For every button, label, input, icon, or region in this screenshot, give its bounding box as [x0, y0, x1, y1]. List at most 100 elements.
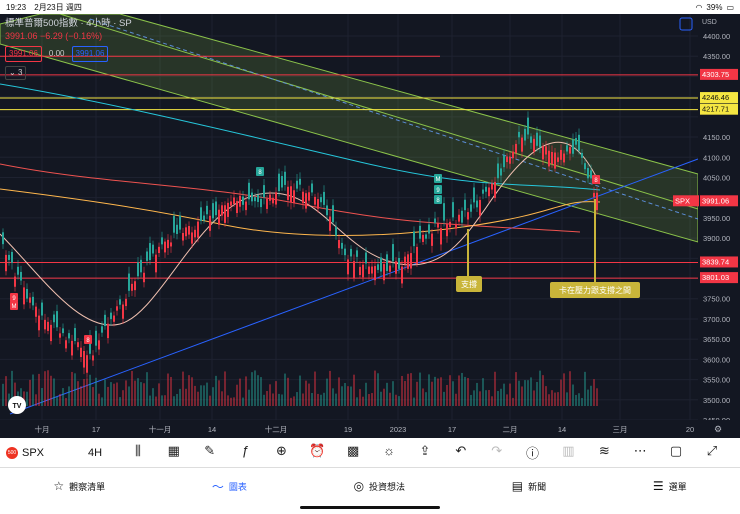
volume-bar [83, 379, 85, 406]
candle-body [131, 283, 133, 291]
volume-bar [5, 376, 7, 406]
candle-body [395, 261, 397, 274]
chart-legend: 標準普爾500指數 · 4小時 · SP 3991.06 −6.29 (−0.1… [5, 18, 132, 80]
nav-item-2[interactable]: ◎ 投資想法 [354, 479, 406, 493]
volume-bar [335, 393, 337, 406]
nav-item-4[interactable]: ☰ 選單 [653, 479, 687, 493]
volume-bar [488, 390, 490, 406]
volume-bar [2, 383, 4, 406]
sell-price-button[interactable]: 3991.06 [5, 46, 42, 62]
callout-range-text: 卡在壓力跟支撐之間 [559, 285, 631, 295]
volume-bar [185, 388, 187, 406]
candle-body [377, 264, 379, 270]
candle-body [350, 248, 352, 257]
volume-bar [437, 378, 439, 406]
nav-item-3[interactable]: ▤ 新聞 [512, 479, 546, 493]
nav-item-0[interactable]: ☆ 觀察清單 [53, 479, 105, 493]
volume-bar [365, 382, 367, 406]
candle-body [410, 253, 412, 269]
volume-bar [107, 386, 109, 406]
candles-icon[interactable]: ⫼ [134, 443, 141, 458]
candle-body [218, 209, 220, 225]
calendar-icon[interactable]: ▦ [167, 443, 180, 458]
candle-body [89, 336, 91, 354]
candle-body [353, 261, 355, 279]
candle-body [140, 259, 142, 273]
grid-icon[interactable]: ▩ [347, 443, 360, 458]
volume-bar [119, 397, 121, 406]
status-date: 2月23日 週四 [34, 2, 82, 12]
share-icon[interactable]: ⇪ [419, 443, 431, 458]
symbol-selector[interactable]: 500 SPX [6, 446, 70, 459]
candle-body [311, 183, 313, 193]
layout-icon[interactable]: ▢ [669, 443, 683, 458]
candle-body [482, 189, 484, 194]
price-change: 3991.06 −6.29 (−0.16%) [5, 31, 103, 41]
buy-price-button[interactable]: 3991.06 [71, 46, 109, 62]
candle-body [155, 254, 157, 273]
volume-bar [98, 393, 100, 406]
volume-bar [521, 386, 523, 406]
alarm-icon[interactable]: ⏰ [309, 443, 326, 458]
price-axis [698, 14, 740, 438]
signal-marker-label: 8 [258, 170, 262, 176]
time-tick: 19 [344, 425, 352, 434]
pencil-icon[interactable]: ✎ [204, 443, 216, 458]
undo-icon[interactable]: ↶ [455, 443, 467, 458]
volume-bar [494, 371, 496, 406]
lightbulb-icon[interactable]: ☼ [383, 443, 396, 458]
compare-icon[interactable]: ▥ [562, 443, 575, 458]
volume-bar [380, 391, 382, 406]
candle-body [152, 244, 154, 254]
nav-4-label: 選單 [668, 481, 687, 492]
time-axis [0, 420, 740, 438]
timeframe-selector[interactable]: 4H [87, 446, 103, 459]
candle-body [344, 248, 346, 256]
candle-body [248, 182, 250, 200]
candle-body [449, 221, 451, 228]
add-icon[interactable]: ⊕ [275, 443, 287, 458]
candle-body [215, 201, 217, 216]
candle-body [557, 157, 559, 162]
volume-bar [467, 378, 469, 406]
candle-body [62, 328, 64, 334]
volume-bar [497, 391, 499, 406]
candle-body [581, 152, 583, 158]
replay-icon[interactable]: ≋ [598, 443, 610, 458]
candle-body [29, 297, 31, 303]
chart-area[interactable]: 8M989M88支撐卡在壓力跟支撐之間USD4400.004350.004250… [0, 14, 740, 438]
candle-body [26, 288, 28, 299]
more-icon[interactable]: ⋯ [633, 443, 647, 458]
candle-body [335, 226, 337, 236]
volume-bar [353, 374, 355, 406]
nav-item-1[interactable]: 〜圖表 [212, 478, 247, 495]
indicator-fx-icon[interactable]: ƒ [241, 443, 250, 458]
volume-bar [431, 381, 433, 406]
price-label [700, 195, 738, 207]
indicators-toggle[interactable]: ⌄ 3 [5, 66, 27, 80]
volume-bar [290, 397, 292, 406]
price-chart[interactable]: 8M989M88支撐卡在壓力跟支撐之間USD4400.004350.004250… [0, 14, 740, 438]
volume-bar [161, 395, 163, 406]
info-icon[interactable]: ⓘ [526, 446, 540, 461]
volume-bar [242, 397, 244, 406]
candle-body [32, 296, 34, 306]
settings-gear-icon: ⚙ [714, 424, 722, 434]
volume-bar [266, 390, 268, 406]
volume-bar [443, 391, 445, 406]
candle-body [440, 228, 442, 245]
volume-bar [584, 371, 586, 406]
signal-marker [434, 195, 442, 204]
candle-body [452, 202, 454, 218]
fullscreen-icon[interactable]: ⤢ [706, 443, 718, 458]
candle-body [383, 264, 385, 281]
price-tick: 3900.00 [703, 234, 730, 243]
redo-icon[interactable]: ↷ [491, 443, 503, 458]
symbol-title[interactable]: 標準普爾500指數 · 4小時 · SP [5, 18, 132, 29]
candle-body [314, 196, 316, 205]
candle-body [47, 321, 49, 331]
volume-bar [140, 382, 142, 406]
volume-bar [59, 393, 61, 406]
time-tick: 十一月 [149, 424, 172, 434]
scale-toggle-icon [679, 17, 693, 31]
